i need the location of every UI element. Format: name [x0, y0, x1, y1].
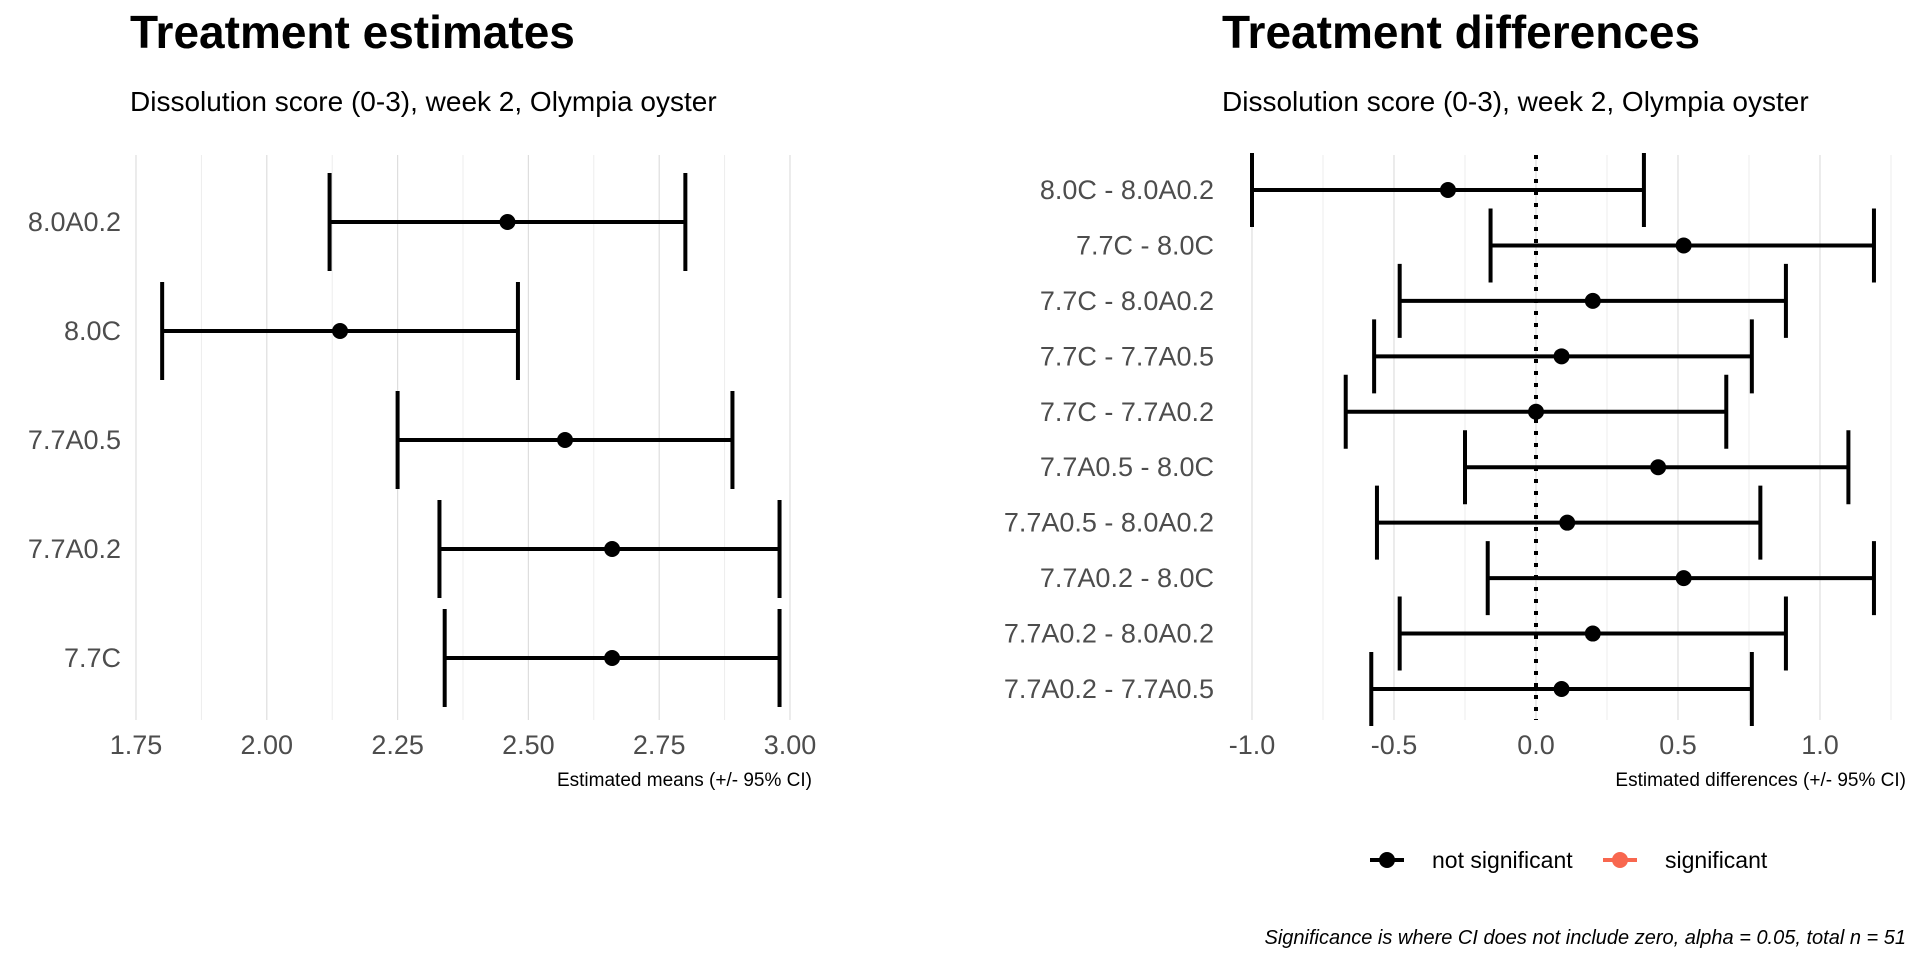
- right-chart-subtitle: Dissolution score (0-3), week 2, Olympia…: [1222, 86, 1809, 117]
- left-chart-subtitle: Dissolution score (0-3), week 2, Olympia…: [130, 86, 717, 117]
- treatment-differences-panel: Treatment differences Dissolution score …: [1004, 6, 1906, 949]
- right-estimate-point-7-7a0-2-8-0c: [1675, 570, 1692, 587]
- right-x-tick-label: 0.0: [1517, 730, 1555, 760]
- significance-caption: Significance is where CI does not includ…: [1264, 927, 1906, 949]
- right-estimate-point-7-7a0-5-8-0c: [1650, 459, 1667, 476]
- left-y-tick-label-7-7a0-2: 7.7A0.2: [28, 534, 121, 564]
- right-y-tick-label-7-7a0-5-8-0a0-2: 7.7A0.5 - 8.0A0.2: [1004, 508, 1214, 538]
- right-x-tick-label: 0.5: [1659, 730, 1697, 760]
- right-y-tick-labels: 8.0C - 8.0A0.2 7.7C - 8.0C 7.7C - 8.0A0.2 7…: [1004, 175, 1214, 704]
- right-y-tick-label-7-7c-7-7a0-2: 7.7C - 7.7A0.2: [1040, 397, 1214, 427]
- left-x-tick-label: 2.50: [502, 730, 555, 760]
- left-estimate-point-8-0a0-2: [499, 214, 516, 230]
- right-y-tick-label-7-7a0-2-7-7a0-5: 7.7A0.2 - 7.7A0.5: [1004, 674, 1214, 704]
- left-y-tick-label-7-7c: 7.7C: [64, 643, 121, 673]
- left-x-tick-label: 2.25: [371, 730, 424, 760]
- right-x-tick-labels: -1.0 -0.5 0.0 0.5 1.0: [1229, 730, 1839, 760]
- left-x-axis-label: Estimated means (+/- 95% CI): [557, 770, 812, 791]
- right-estimate-point-7-7a0-5-8-0a0-2: [1559, 514, 1576, 531]
- legend-significant-label: significant: [1665, 847, 1768, 873]
- left-chart-title: Treatment estimates: [130, 6, 575, 58]
- left-estimate-point-7-7a0-2: [604, 541, 621, 557]
- right-y-tick-label-8-0c-8-0a0-2: 8.0C - 8.0A0.2: [1040, 175, 1214, 205]
- legend-item-significant: significant: [1603, 847, 1768, 873]
- left-y-tick-labels: 8.0A0.2 8.0C 7.7A0.5 7.7A0.2 7.7C: [28, 207, 121, 673]
- legend-not-significant-dot: [1379, 852, 1395, 868]
- left-x-tick-label: 2.00: [241, 730, 294, 760]
- left-x-tick-labels: 1.75 2.00 2.25 2.50 2.75 3.00: [110, 730, 817, 760]
- right-x-tick-label: -0.5: [1371, 730, 1418, 760]
- legend-item-not-significant: not significant: [1370, 847, 1573, 873]
- right-x-tick-label: 1.0: [1801, 730, 1839, 760]
- left-estimate-point-7-7c: [604, 650, 621, 666]
- right-x-axis-label: Estimated differences (+/- 95% CI): [1615, 770, 1906, 791]
- right-y-tick-label-7-7a0-2-8-0c: 7.7A0.2 - 8.0C: [1040, 563, 1214, 593]
- legend-significant-dot: [1612, 852, 1628, 868]
- left-x-tick-label: 3.00: [764, 730, 817, 760]
- left-x-tick-label: 1.75: [110, 730, 163, 760]
- legend-not-significant-label: not significant: [1432, 847, 1573, 873]
- right-estimate-point-8-0c-8-0a0-2: [1439, 182, 1456, 198]
- right-estimate-point-7-7c-7-7a0-5: [1553, 348, 1570, 365]
- right-x-tick-label: -1.0: [1229, 730, 1276, 760]
- left-y-tick-label-7-7a0-5: 7.7A0.5: [28, 425, 121, 455]
- right-estimate-point-7-7a0-2-8-0a0-2: [1584, 625, 1601, 642]
- legend: not significant significant: [1370, 847, 1768, 873]
- right-estimate-point-7-7c-7-7a0-2: [1528, 403, 1544, 420]
- right-estimate-point-7-7a0-2-7-7a0-5: [1553, 681, 1570, 697]
- left-y-tick-label-8-0c: 8.0C: [64, 316, 121, 346]
- right-y-tick-label-7-7a0-5-8-0c: 7.7A0.5 - 8.0C: [1040, 452, 1214, 482]
- left-y-tick-label-8-0a0-2: 8.0A0.2: [28, 207, 121, 237]
- right-y-tick-label-7-7c-8-0c: 7.7C - 8.0C: [1076, 230, 1214, 260]
- left-errorbars: [160, 173, 782, 707]
- right-errorbars: [1250, 153, 1876, 726]
- left-estimate-point-8-0c: [332, 323, 349, 339]
- right-estimate-point-7-7c-8-0c: [1675, 237, 1692, 254]
- left-x-tick-label: 2.75: [633, 730, 686, 760]
- right-y-tick-label-7-7a0-2-8-0a0-2: 7.7A0.2 - 8.0A0.2: [1004, 619, 1214, 649]
- right-chart-title: Treatment differences: [1222, 6, 1700, 58]
- right-estimate-point-7-7c-8-0a0-2: [1584, 292, 1601, 309]
- treatment-estimates-panel: Treatment estimates Dissolution score (0…: [28, 6, 816, 791]
- left-gridlines: [135, 155, 791, 720]
- left-estimate-point-7-7a0-5: [557, 432, 574, 448]
- right-y-tick-label-7-7c-8-0a0-2: 7.7C - 8.0A0.2: [1040, 286, 1214, 316]
- right-y-tick-label-7-7c-7-7a0-5: 7.7C - 7.7A0.5: [1040, 341, 1214, 371]
